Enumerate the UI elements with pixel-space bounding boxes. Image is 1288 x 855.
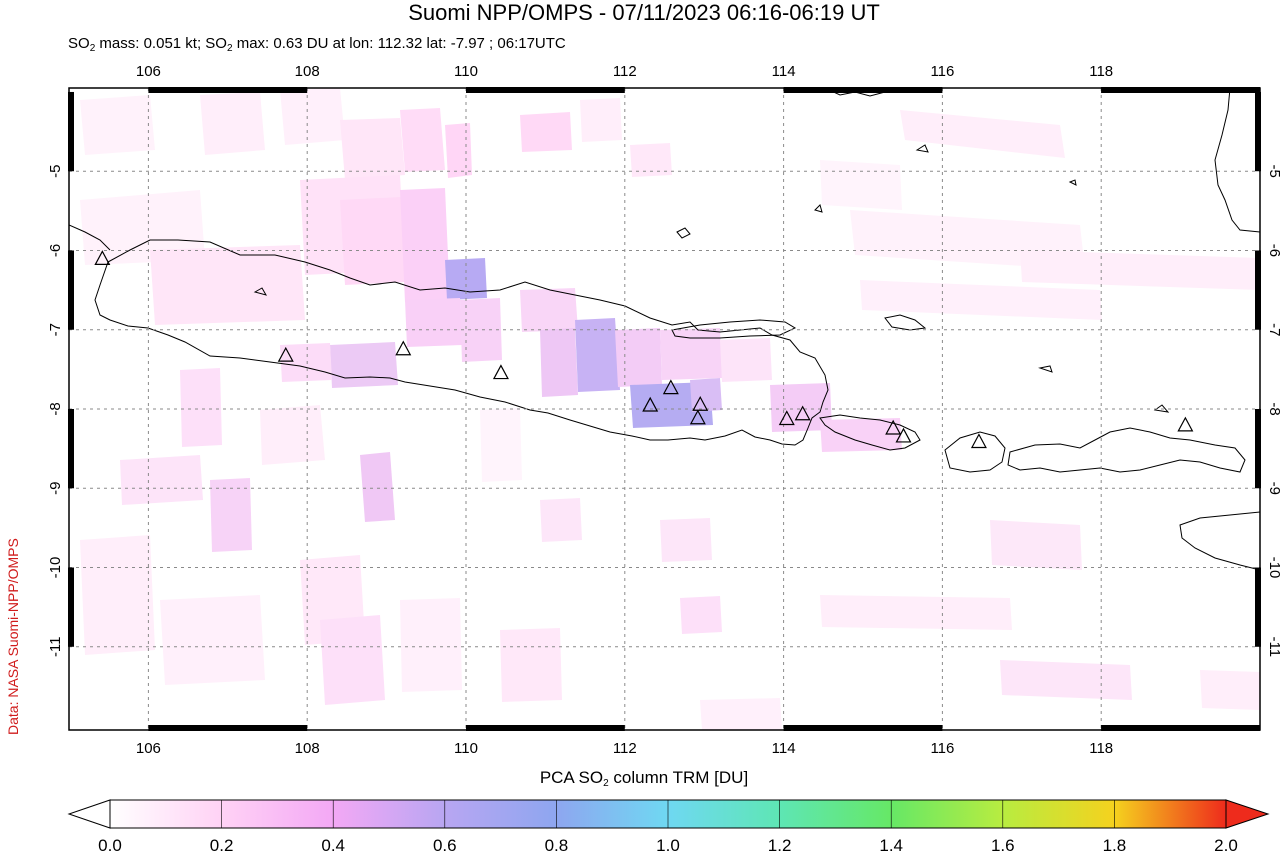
lon-tick-bottom-1: 108 xyxy=(295,740,320,757)
sumbawa-coastline xyxy=(1007,427,1246,473)
volcano-triangle-icon xyxy=(94,250,111,266)
lon-tick-top-4: 114 xyxy=(772,63,796,80)
sulawesi-coastline xyxy=(1214,88,1260,233)
lon-tick-labels-bottom: 106 108 110 112 114 116 118 xyxy=(136,740,1113,757)
volcano-triangle-icon xyxy=(1177,416,1194,432)
sumatra-tip-coastline xyxy=(69,224,111,251)
lat-tick-right-1: -6 xyxy=(1266,244,1283,257)
map-border-scale xyxy=(68,87,1261,731)
colorbar-tick-label-7: 1.4 xyxy=(879,836,903,855)
lon-tick-top-3: 112 xyxy=(613,63,637,80)
border-bar-left xyxy=(68,250,74,330)
colorbar-tick-label-8: 1.6 xyxy=(991,836,1015,855)
volcano-triangle-icon xyxy=(395,340,412,356)
lon-tick-top-0: 106 xyxy=(136,63,161,80)
colorbar-over-arrow xyxy=(1225,799,1270,829)
colorbar-under-arrow xyxy=(67,799,111,829)
volcano-triangle-icon xyxy=(277,346,294,362)
border-bar-top xyxy=(148,87,308,93)
colorbar-tick-label-4: 0.8 xyxy=(545,836,569,855)
lon-tick-bottom-2: 110 xyxy=(454,740,478,757)
lat-tick-left-4: -9 xyxy=(47,482,64,495)
colorbar-tick-label-2: 0.4 xyxy=(321,836,345,855)
colorbar-tick-label-5: 1.0 xyxy=(656,836,680,855)
lon-tick-top-5: 116 xyxy=(930,63,954,80)
border-bar-top xyxy=(466,87,625,93)
volcano-triangle-icon xyxy=(689,409,706,425)
border-bar-right xyxy=(1255,567,1261,647)
volcano-triangle-icon xyxy=(778,410,795,426)
volcano-triangle-icon xyxy=(642,396,659,412)
border-bar-left xyxy=(68,409,74,489)
lat-tick-left-6: -11 xyxy=(47,636,64,657)
lat-tick-left-0: -5 xyxy=(47,165,64,178)
java-coastline xyxy=(94,239,829,446)
lat-tick-left-2: -7 xyxy=(47,323,64,336)
border-bar-top xyxy=(783,87,943,93)
volcano-markers xyxy=(94,250,1194,449)
border-bar-left xyxy=(68,567,74,647)
colorbar-title: PCA SO2 column TRM [DU] xyxy=(539,768,749,789)
volcano-triangle-icon xyxy=(492,364,509,380)
lon-tick-top-2: 110 xyxy=(454,63,478,80)
lat-tick-right-6: -11 xyxy=(1266,636,1283,657)
volcano-triangle-icon xyxy=(885,419,902,435)
lat-tick-labels-right: -5 -6 -7 -8 -9 -10 -11 xyxy=(1266,165,1283,658)
colorbar-tick-label-6: 1.2 xyxy=(768,836,792,855)
so2-pixels xyxy=(80,88,1260,730)
small-islands xyxy=(253,144,1170,413)
lat-tick-left-3: -8 xyxy=(47,402,64,415)
lat-tick-labels-left: -5 -6 -7 -8 -9 -10 -11 xyxy=(47,165,64,658)
lon-tick-top-6: 118 xyxy=(1089,63,1113,80)
lon-tick-bottom-3: 112 xyxy=(613,740,637,757)
volcano-triangle-icon xyxy=(794,405,811,421)
lat-tick-right-2: -7 xyxy=(1266,323,1283,336)
lat-tick-right-0: -5 xyxy=(1266,165,1283,178)
so2-summary: SO2 mass: 0.051 kt; SO2 max: 0.63 DU at … xyxy=(68,35,566,54)
lat-tick-left-5: -10 xyxy=(47,557,64,579)
colorbar-tick-label-0: 0.0 xyxy=(98,836,122,855)
colorbar-ticks: 0.0 0.2 0.4 0.6 0.8 1.0 1.2 1.4 1.6 1.8 2.0 xyxy=(98,800,1238,855)
map-title: Suomi NPP/OMPS - 07/11/2023 06:16-06:19 … xyxy=(408,0,880,25)
border-bar-bottom xyxy=(783,725,943,731)
border-bar-right xyxy=(1255,91,1261,172)
border-bar-right xyxy=(1255,250,1261,330)
lon-tick-bottom-6: 118 xyxy=(1089,740,1113,757)
volcano-triangle-icon xyxy=(662,379,679,395)
lon-tick-bottom-5: 116 xyxy=(930,740,954,757)
lon-tick-bottom-4: 114 xyxy=(772,740,796,757)
lat-tick-left-1: -6 xyxy=(47,244,64,257)
colorbar-tick-label-10: 2.0 xyxy=(1214,836,1238,855)
gridlines xyxy=(69,88,1260,730)
madura-coastline xyxy=(671,319,797,339)
bawean-coastline xyxy=(676,227,691,239)
colorbar-tick-label-3: 0.6 xyxy=(433,836,457,855)
border-bar-bottom xyxy=(1101,725,1260,731)
volcano-triangle-icon xyxy=(895,427,912,443)
border-bar-top xyxy=(1101,87,1260,93)
volcano-triangle-icon xyxy=(970,433,987,449)
lat-tick-right-5: -10 xyxy=(1266,557,1283,579)
lat-tick-right-3: -8 xyxy=(1266,402,1283,415)
colorbar-tick-label-1: 0.2 xyxy=(210,836,234,855)
border-bar-right xyxy=(1255,409,1261,489)
map-plot-area xyxy=(69,88,1260,730)
bali-coastline xyxy=(819,414,921,451)
border-bar-bottom xyxy=(148,725,308,731)
lon-tick-labels-top: 106 108 110 112 114 116 118 xyxy=(136,63,1113,80)
lombok-coastline xyxy=(944,431,1006,473)
border-bar-bottom xyxy=(466,725,625,731)
lon-tick-bottom-0: 106 xyxy=(136,740,161,757)
kangean-coastline xyxy=(884,314,927,331)
lat-tick-right-4: -9 xyxy=(1266,482,1283,495)
border-bar-left xyxy=(68,91,74,172)
sumba-coastline xyxy=(1179,511,1260,571)
colorbar: 0.0 0.2 0.4 0.6 0.8 1.0 1.2 1.4 1.6 1.8 2.0 xyxy=(67,799,1270,855)
coastlines xyxy=(69,88,1260,571)
lon-tick-top-1: 108 xyxy=(295,63,320,80)
colorbar-tick-label-9: 1.8 xyxy=(1103,836,1127,855)
volcano-triangle-icon xyxy=(692,395,709,411)
